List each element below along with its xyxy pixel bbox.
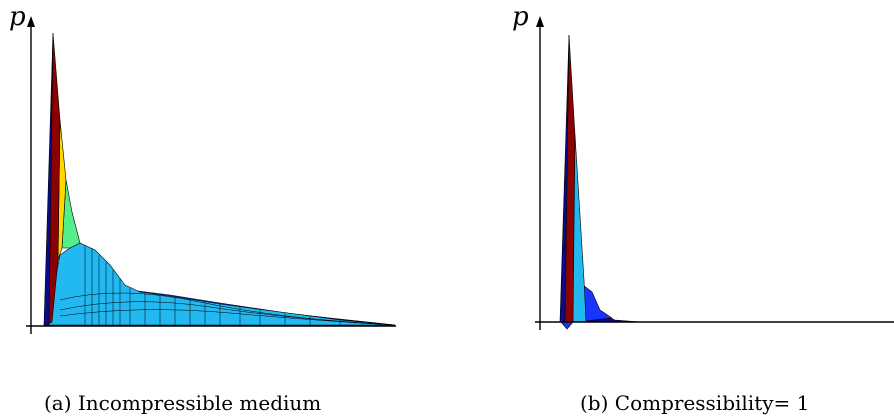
panel-a-axis-label: p: [9, 2, 26, 32]
panel-b: p (b) Compressibility= 1: [512, 2, 894, 415]
panel-b-y-axis-arrow: [536, 16, 544, 27]
panel-a-caption: (a) Incompressible medium: [44, 391, 321, 415]
panel-b-axis-label: p: [512, 2, 529, 32]
panel-a: p: [9, 2, 396, 415]
panel-a-y-axis-arrow: [27, 16, 35, 27]
panel-a-surface-front-edge: [43, 32, 54, 326]
panel-b-caption: (b) Compressibility= 1: [580, 391, 809, 415]
panel-a-mesh: [59, 245, 396, 326]
panel-b-surface-dip: [560, 321, 574, 330]
panel-a-surface-cyan: [45, 242, 396, 326]
